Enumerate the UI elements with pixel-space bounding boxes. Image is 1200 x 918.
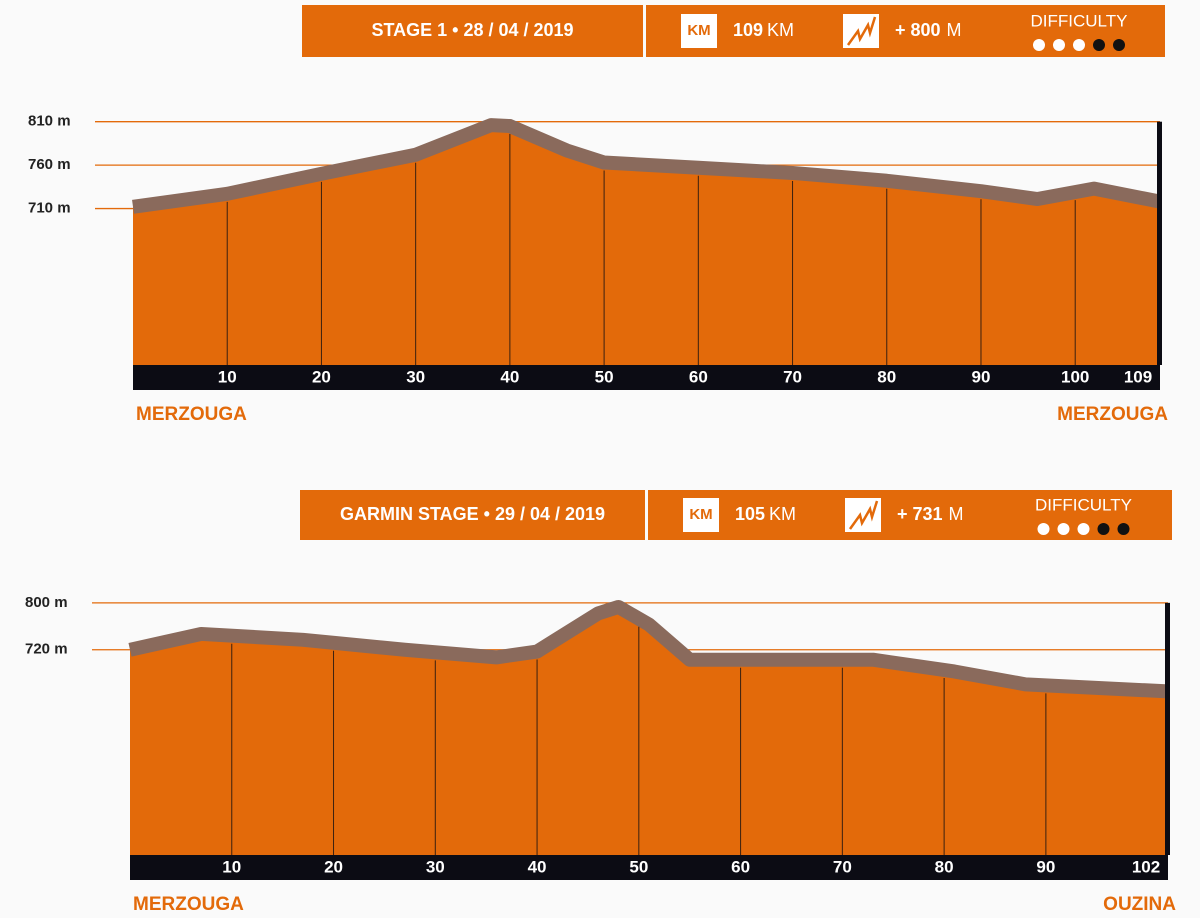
stage-title: STAGE 1 • 28 / 04 / 2019 [371,20,573,40]
distance-unit: KM [767,20,794,40]
difficulty-dot [1113,39,1125,51]
km-icon-label: KM [689,506,712,523]
elevation-gain: + 731 [897,504,943,524]
km-icon-label: KM [687,22,710,39]
x-tick-label: 10 [222,857,241,876]
x-tick-label: 30 [406,367,425,386]
difficulty-dot [1057,523,1070,535]
difficulty-dot [1117,523,1130,535]
x-tick-label: 50 [629,857,648,876]
x-tick-label: 40 [528,857,547,876]
y-tick-label: 720 m [25,641,68,658]
stage-title: GARMIN STAGE • 29 / 04 / 2019 [340,504,605,524]
y-tick-label: 800 m [25,594,68,611]
elevation-gain-unit: M [949,504,964,524]
difficulty-dot [1077,523,1090,535]
x-axis-band [130,855,1168,880]
elevation-gain-unit: M [947,20,962,40]
end-label: MERZOUGA [1057,404,1168,425]
difficulty-dot [1097,523,1110,535]
elevation-ribbon [128,599,1169,699]
x-tick-label: 100 [1061,367,1089,386]
start-label: MERZOUGA [133,894,244,915]
climb-icon-zigzag [846,16,877,46]
x-tick-label: 20 [324,857,343,876]
difficulty-dot [1033,39,1045,51]
x-tick-label: 109 [1124,367,1152,386]
start-label: MERZOUGA [136,404,247,425]
x-axis-band [133,365,1160,390]
climb-icon-zigzag [848,500,879,530]
x-tick-label: 10 [218,367,237,386]
right-edge-bar [1157,121,1162,365]
x-tick-label: 60 [731,857,750,876]
x-tick-label: 90 [1036,857,1055,876]
y-tick-label: 710 m [28,200,71,217]
difficulty-dot [1053,39,1065,51]
x-tick-label: 70 [833,857,852,876]
x-tick-label: 60 [689,367,708,386]
header-title-box [302,5,643,57]
difficulty-label: DIFFICULTY [1035,495,1132,514]
x-tick-label: 40 [500,367,519,386]
header-title-box [300,490,645,540]
difficulty-label: DIFFICULTY [1031,11,1128,30]
x-tick-label: 102 [1132,857,1160,876]
y-tick-label: 810 m [28,113,71,130]
distance-unit: KM [769,504,796,524]
end-label: OUZINA [1103,894,1176,915]
elevation-gain: + 800 [895,20,941,40]
x-tick-label: 90 [972,367,991,386]
km-icon [681,14,717,48]
difficulty-dot [1073,39,1085,51]
x-tick-label: 20 [312,367,331,386]
difficulty-dot [1093,39,1105,51]
x-tick-label: 50 [595,367,614,386]
distance: 109 [733,20,763,40]
distance: 105 [735,504,765,524]
x-tick-label: 70 [783,367,802,386]
elevation-ribbon [132,118,1162,214]
x-tick-label: 80 [877,367,896,386]
y-tick-label: 760 m [28,156,71,173]
x-tick-label: 80 [935,857,954,876]
x-tick-label: 30 [426,857,445,876]
km-icon [683,498,719,532]
right-edge-bar [1165,602,1170,855]
difficulty-dot [1037,523,1050,535]
